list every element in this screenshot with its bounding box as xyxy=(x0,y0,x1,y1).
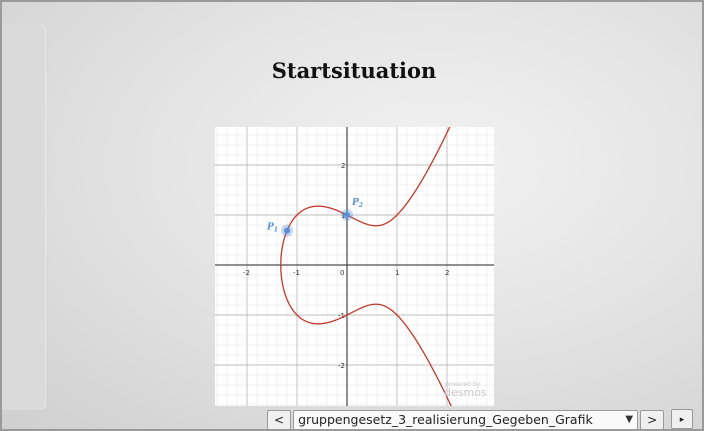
svg-text:P2: P2 xyxy=(351,198,363,209)
x-tick-label: 2 xyxy=(445,269,449,277)
p2-name: P xyxy=(351,198,359,208)
point-p1[interactable]: P1 xyxy=(266,223,293,237)
play-button[interactable]: ▸ xyxy=(671,409,693,429)
y-tick-label: -2 xyxy=(338,362,345,370)
slide-select[interactable]: gruppengesetz_3_realisierung_Gegeben_Gra… xyxy=(293,409,639,430)
chevron-down-icon: ▼ xyxy=(625,414,634,425)
slide-select-value: gruppengesetz_3_realisierung_Gegeben_Gra… xyxy=(298,412,593,427)
y-tick-label: 1 xyxy=(341,212,345,220)
x-tick-label: 0 xyxy=(340,269,344,277)
curve-lower-branch xyxy=(280,264,452,406)
x-tick-label: 1 xyxy=(395,269,399,277)
curve-upper-branch xyxy=(280,127,451,266)
x-tick-label: -2 xyxy=(243,269,250,277)
slide-navigation: < gruppengesetz_3_realisierung_Gegeben_G… xyxy=(267,409,665,430)
prev-slide-button[interactable]: < xyxy=(267,409,292,430)
axes xyxy=(215,127,494,406)
y-tick-labels: 2 1 -1 -2 xyxy=(338,162,345,370)
grid xyxy=(215,127,494,406)
p1-subscript: 1 xyxy=(274,227,278,234)
graph-canvas[interactable]: -2 -1 0 1 2 21-1-2 P1 P2 powered by desmos xyxy=(215,127,494,406)
x-tick-label: -1 xyxy=(293,269,300,277)
y-tick-label: 2 xyxy=(341,162,345,170)
x-tick-labels: -2 -1 0 1 2 xyxy=(243,269,449,277)
svg-text:P1: P1 xyxy=(266,223,278,234)
point-p2[interactable]: P2 xyxy=(341,198,363,221)
desmos-graph[interactable]: -2 -1 0 1 2 2 1 -1 -2 P1 P2 powered by desmos xyxy=(215,127,494,406)
p1-name: P xyxy=(266,223,274,233)
y-tick-label: -1 xyxy=(338,312,345,320)
side-panel xyxy=(2,24,46,410)
desmos-logo: desmos xyxy=(444,386,487,399)
p2-subscript: 2 xyxy=(358,202,363,209)
watermark-powered-by: powered by xyxy=(445,381,481,388)
next-slide-button[interactable]: > xyxy=(640,409,665,430)
slide-title: Startsituation xyxy=(271,58,437,83)
